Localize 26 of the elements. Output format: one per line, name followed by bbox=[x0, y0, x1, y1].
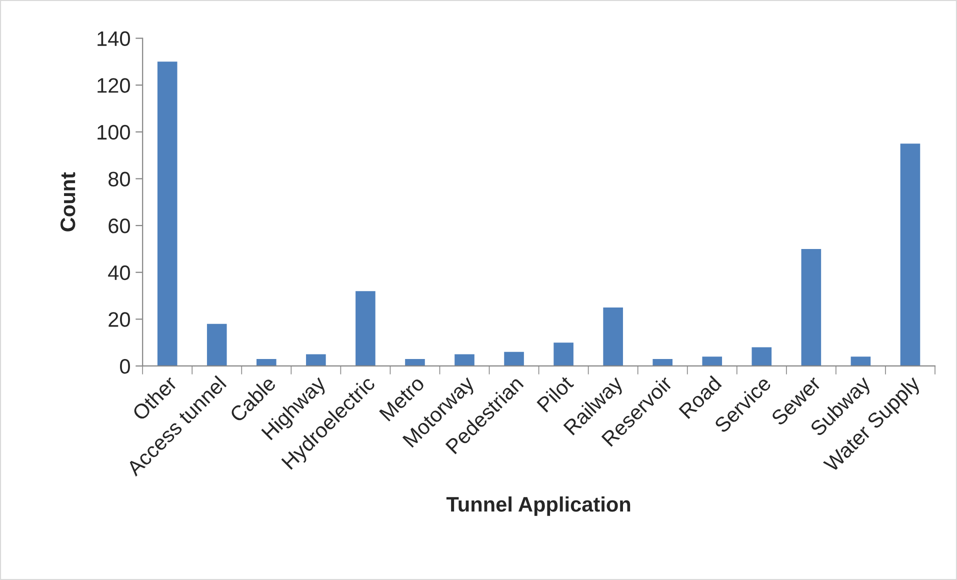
bar bbox=[206, 324, 227, 366]
y-tick-label: 60 bbox=[108, 218, 130, 234]
bar bbox=[900, 144, 920, 366]
y-tick-label: 20 bbox=[108, 312, 130, 327]
bar bbox=[752, 347, 772, 366]
y-tick-label: 120 bbox=[98, 78, 130, 93]
y-tick-label: 140 bbox=[98, 31, 130, 46]
y-tick-label: 40 bbox=[108, 265, 130, 280]
y-tick-label: 0 bbox=[120, 358, 130, 374]
bar bbox=[702, 356, 722, 366]
bar bbox=[256, 358, 276, 366]
bar bbox=[157, 62, 178, 366]
bar bbox=[306, 354, 326, 366]
bar bbox=[652, 358, 673, 366]
y-axis-title: Count bbox=[60, 172, 76, 232]
bar bbox=[603, 307, 623, 366]
bar bbox=[454, 354, 474, 366]
y-tick-label: 100 bbox=[98, 124, 130, 140]
bar bbox=[850, 356, 871, 366]
bar bbox=[356, 291, 376, 366]
y-tick-label: 80 bbox=[108, 172, 130, 186]
bar bbox=[554, 342, 574, 366]
bar bbox=[504, 352, 524, 366]
bar bbox=[405, 358, 425, 366]
bar bbox=[801, 248, 822, 366]
x-axis-title: Tunnel Application bbox=[446, 496, 630, 516]
